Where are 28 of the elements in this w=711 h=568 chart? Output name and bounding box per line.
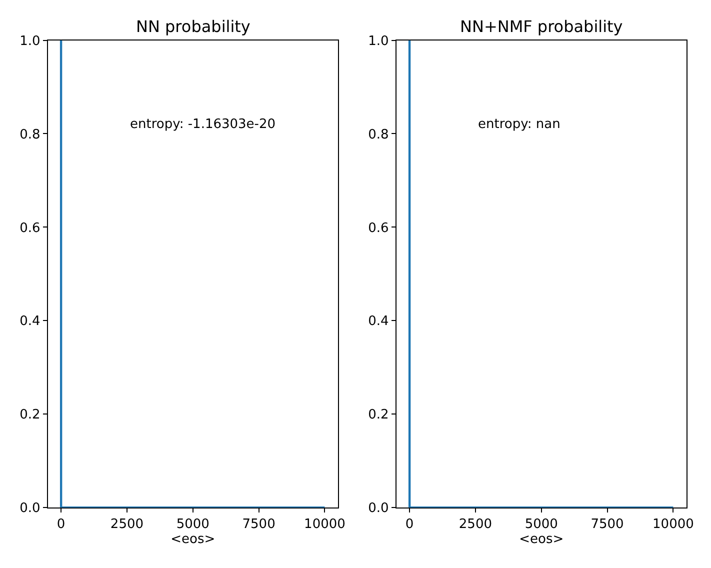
y-tick-label: 1.0 bbox=[20, 34, 40, 49]
x-tick-label: 10000 bbox=[304, 517, 346, 532]
y-tick-label: 0.0 bbox=[20, 501, 40, 516]
x-tick-label: 7500 bbox=[242, 517, 276, 532]
annotation: entropy: nan bbox=[478, 117, 560, 132]
x-tick-label: 5000 bbox=[176, 517, 210, 532]
x-tick-label: 2500 bbox=[458, 517, 492, 532]
y-tick-label: 0.2 bbox=[20, 408, 40, 423]
chart-title: NN+NMF probability bbox=[460, 17, 623, 36]
y-tick-label: 0.8 bbox=[20, 127, 40, 142]
annotation: entropy: -1.16303e-20 bbox=[130, 117, 276, 132]
y-tick-label: 0.0 bbox=[368, 501, 389, 516]
x-tick-label: 7500 bbox=[590, 517, 624, 532]
x-axis-title: <eos> bbox=[170, 532, 216, 548]
y-tick-label: 0.4 bbox=[368, 314, 389, 330]
x-tick-label: 2500 bbox=[110, 517, 144, 532]
x-tick-label: 0 bbox=[405, 517, 414, 532]
y-tick-label: 0.4 bbox=[20, 314, 40, 330]
y-tick-label: 0.8 bbox=[368, 127, 389, 142]
y-tick-label: 0.6 bbox=[20, 220, 40, 236]
chart-title: NN probability bbox=[136, 17, 250, 36]
x-tick-label: 0 bbox=[56, 517, 66, 532]
x-tick-label: 5000 bbox=[524, 517, 558, 532]
x-tick-label: 10000 bbox=[652, 517, 694, 532]
y-tick-label: 0.6 bbox=[368, 220, 389, 236]
x-axis-title: <eos> bbox=[519, 532, 564, 548]
y-tick-label: 1.0 bbox=[368, 34, 389, 49]
y-tick-label: 0.2 bbox=[368, 408, 389, 423]
